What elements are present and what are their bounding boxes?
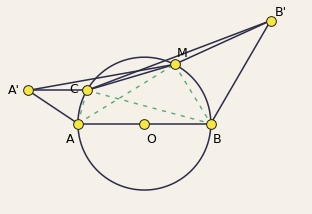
Text: O: O (146, 133, 156, 146)
Text: C: C (70, 83, 78, 96)
Text: A': A' (8, 84, 20, 97)
Text: B: B (213, 133, 222, 146)
Text: M: M (177, 48, 188, 60)
Text: A: A (66, 133, 74, 146)
Text: B': B' (275, 6, 287, 19)
